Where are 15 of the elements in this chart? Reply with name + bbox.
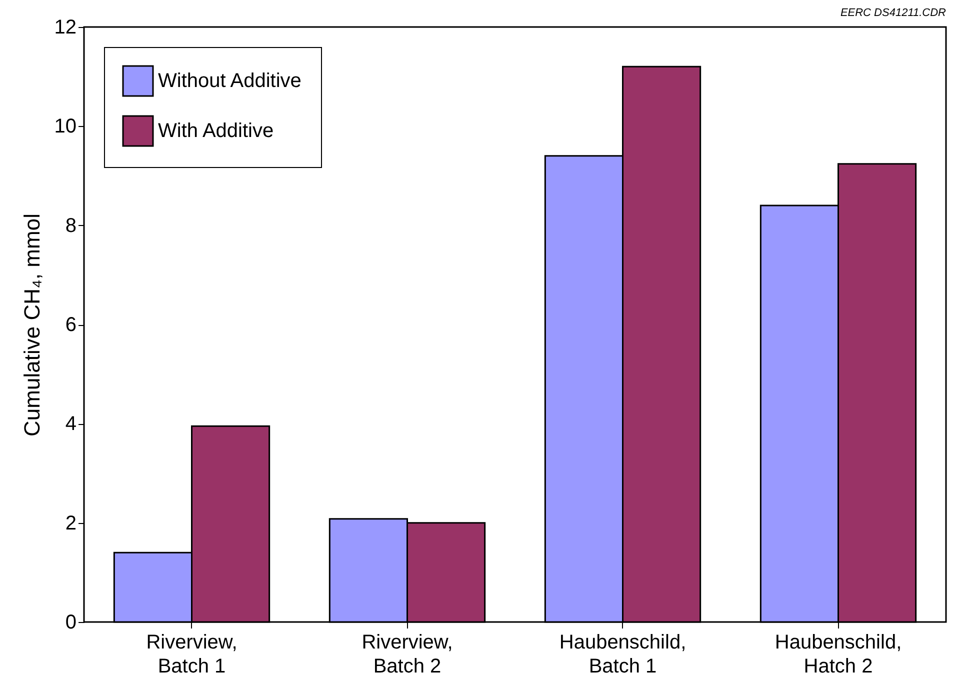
text: EERC DS41211.CDR — [840, 7, 946, 19]
y-tick-label: 0 — [65, 612, 76, 634]
y-tick-label: 12 — [54, 16, 76, 38]
x-tick-label: Riverview, Batch 1 — [146, 632, 238, 678]
y-tick-label: 2 — [65, 512, 76, 534]
y-tick-label: 4 — [65, 413, 76, 436]
y-tick-label: 10 — [54, 116, 76, 138]
x-tick-label: Haubenschild, Batch 1 — [559, 632, 686, 678]
x-tick-label: Haubenschild, Hatch 2 — [774, 632, 902, 678]
y-axis-title: Cumulative CH₄, mmol — [19, 214, 44, 436]
legend-label: With Additive — [158, 120, 274, 142]
y-tick-label: 6 — [65, 314, 76, 336]
x-tick-label: Riverview, Batch 2 — [362, 632, 453, 678]
legend-label: Without Additive — [158, 70, 302, 92]
y-tick-label: 8 — [65, 214, 76, 237]
